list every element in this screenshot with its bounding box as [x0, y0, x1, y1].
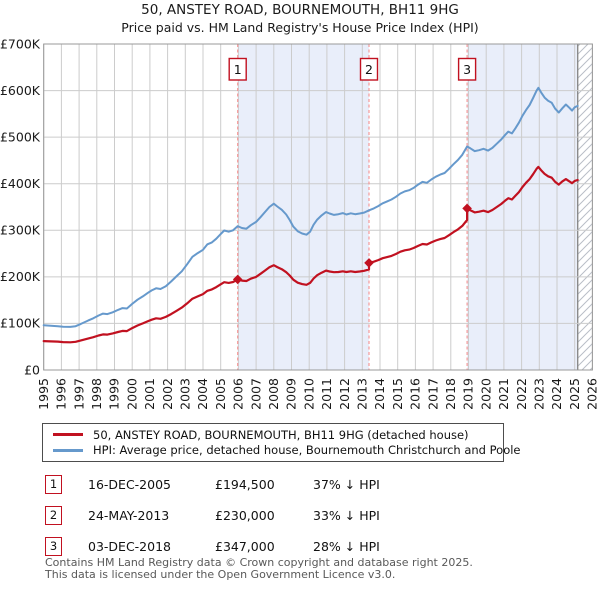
svg-text:3: 3: [463, 62, 471, 77]
legend: 50, ANSTEY ROAD, BOURNEMOUTH, BH11 9HG (…: [42, 423, 521, 462]
svg-text:2010: 2010: [301, 378, 316, 410]
svg-text:2002: 2002: [160, 378, 175, 410]
svg-text:2009: 2009: [284, 378, 299, 410]
svg-text:2004: 2004: [195, 378, 210, 410]
svg-text:2018: 2018: [443, 378, 458, 410]
svg-text:£700K: £700K: [0, 36, 41, 51]
svg-text:1995: 1995: [36, 378, 51, 410]
svg-text:£400K: £400K: [0, 176, 41, 191]
svg-text:1998: 1998: [89, 378, 104, 410]
transaction-row-3: 3 03-DEC-2018 £347,000 28% ↓ HPI: [45, 537, 465, 559]
svg-text:2012: 2012: [337, 378, 352, 410]
svg-text:£600K: £600K: [0, 83, 41, 98]
property-line-swatch: [53, 433, 83, 437]
transaction-3-date: 03-DEC-2018: [88, 539, 171, 554]
svg-text:£500K: £500K: [0, 129, 41, 144]
transaction-3-hpi-diff: 28% ↓ HPI: [313, 539, 380, 554]
transaction-1-date: 16-DEC-2005: [88, 477, 171, 492]
svg-text:2017: 2017: [425, 378, 440, 410]
transaction-row-1: 1 16-DEC-2005 £194,500 37% ↓ HPI: [45, 475, 465, 497]
svg-text:2021: 2021: [496, 378, 511, 410]
svg-text:2025: 2025: [567, 378, 582, 410]
transaction-row-2: 2 24-MAY-2013 £230,000 33% ↓ HPI: [45, 506, 465, 528]
svg-text:£0: £0: [24, 362, 40, 377]
transaction-2-price: £230,000: [215, 508, 275, 523]
svg-text:2023: 2023: [532, 378, 547, 410]
transaction-3-marker: 3: [45, 537, 62, 556]
svg-text:2013: 2013: [355, 378, 370, 410]
price-history-plot: 1 2 3 £0 £100K £200K £300K £400K £500K £600K £700K…: [0, 36, 600, 410]
svg-text:2008: 2008: [266, 378, 281, 410]
chart-title: 50, ANSTEY ROAD, BOURNEMOUTH, BH11 9HG: [141, 2, 459, 18]
svg-text:2000: 2000: [124, 378, 139, 410]
legend-property-label: 50, ANSTEY ROAD, BOURNEMOUTH, BH11 9HG (…: [93, 427, 469, 442]
svg-text:2020: 2020: [478, 378, 493, 410]
svg-text:2003: 2003: [178, 378, 193, 410]
transaction-1-marker: 1: [45, 475, 62, 494]
svg-text:2007: 2007: [248, 378, 263, 410]
transaction-3-price: £347,000: [215, 539, 275, 554]
transaction-2-hpi-diff: 33% ↓ HPI: [313, 508, 380, 523]
svg-text:2006: 2006: [231, 378, 246, 410]
chart-subtitle: Price paid vs. HM Land Registry's House …: [121, 20, 479, 35]
svg-text:2022: 2022: [514, 378, 529, 410]
svg-text:£300K: £300K: [0, 223, 41, 238]
svg-text:2015: 2015: [390, 378, 405, 410]
svg-text:2019: 2019: [461, 378, 476, 410]
svg-text:2005: 2005: [213, 378, 228, 410]
svg-text:£100K: £100K: [0, 316, 41, 331]
svg-text:1997: 1997: [71, 378, 86, 410]
license-note: Contains HM Land Registry data © Crown c…: [45, 557, 473, 580]
svg-text:2024: 2024: [549, 378, 564, 410]
svg-text:1996: 1996: [54, 378, 69, 410]
legend-hpi-label: HPI: Average price, detached house, Bour…: [93, 443, 521, 458]
svg-text:2014: 2014: [372, 378, 387, 410]
license-line-1: Contains HM Land Registry data © Crown c…: [45, 556, 473, 569]
svg-text:2001: 2001: [142, 378, 157, 410]
transaction-1-hpi-diff: 37% ↓ HPI: [313, 477, 380, 492]
svg-text:2026: 2026: [585, 378, 600, 410]
legend-item-property: 50, ANSTEY ROAD, BOURNEMOUTH, BH11 9HG (…: [51, 428, 495, 442]
hpi-line-swatch: [53, 448, 83, 452]
svg-text:2011: 2011: [319, 378, 334, 410]
svg-text:£200K: £200K: [0, 269, 41, 284]
transaction-1-price: £194,500: [215, 477, 275, 492]
legend-item-hpi: HPI: Average price, detached house, Bour…: [51, 443, 521, 457]
transaction-2-marker: 2: [45, 506, 62, 525]
license-line-2: This data is licensed under the Open Gov…: [45, 567, 396, 581]
svg-text:2: 2: [365, 62, 373, 77]
transaction-2-date: 24-MAY-2013: [88, 508, 170, 523]
svg-text:2016: 2016: [408, 378, 423, 410]
svg-text:1: 1: [234, 62, 242, 77]
svg-text:1999: 1999: [107, 378, 122, 410]
